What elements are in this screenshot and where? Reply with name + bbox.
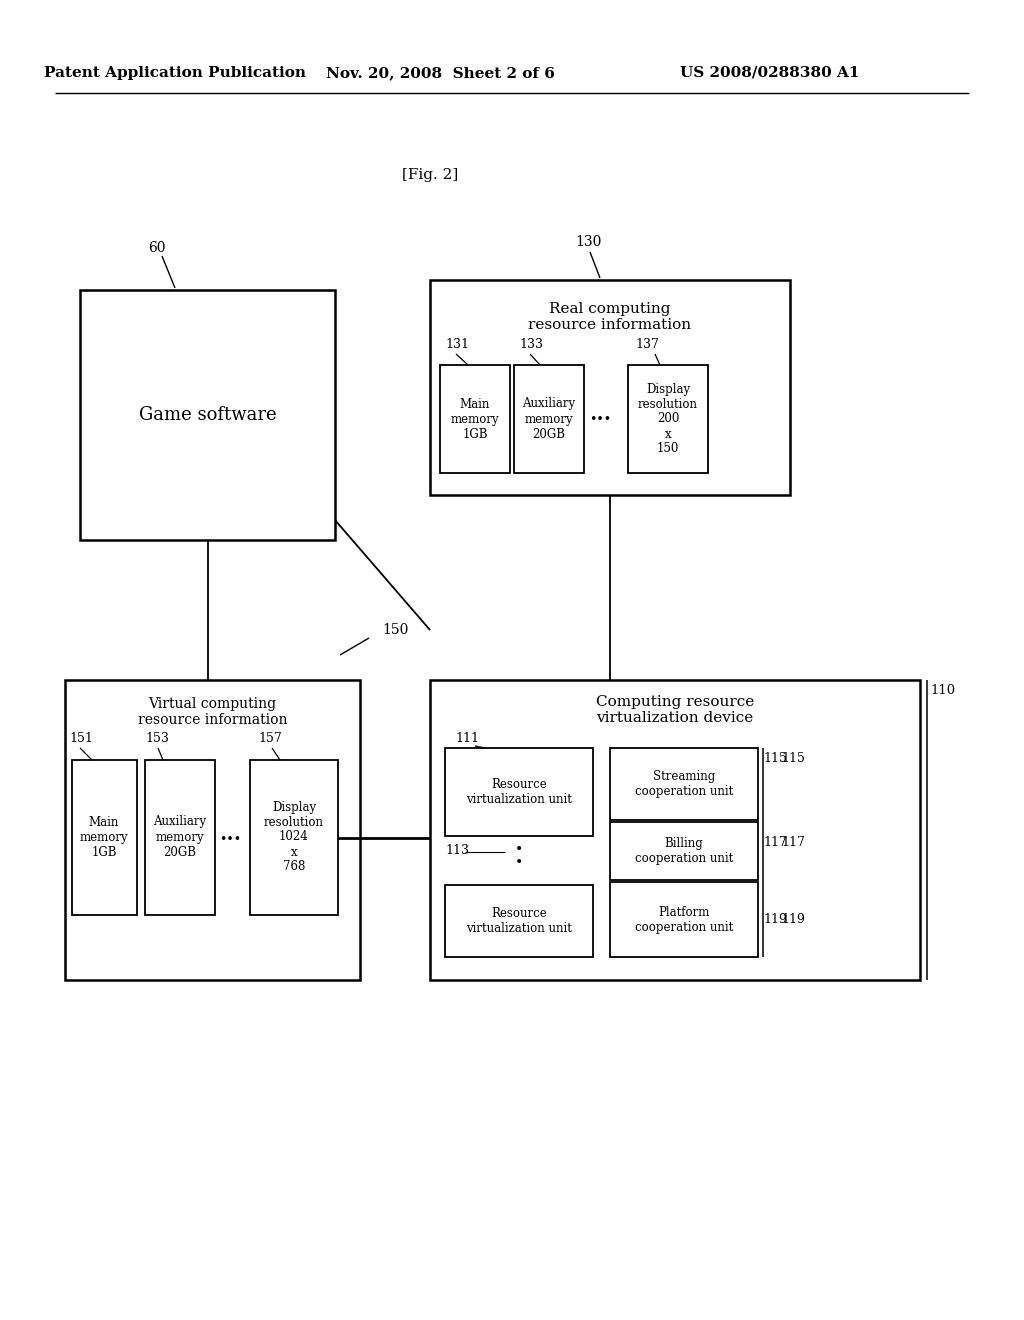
Text: •••: ••• <box>589 412 611 425</box>
Text: Virtual computing
resource information: Virtual computing resource information <box>138 697 288 727</box>
Text: Main
memory
1GB: Main memory 1GB <box>80 816 128 858</box>
Text: 157: 157 <box>258 731 282 744</box>
Bar <box>628 366 708 473</box>
Text: US 2008/0288380 A1: US 2008/0288380 A1 <box>680 66 860 81</box>
Bar <box>250 760 338 915</box>
Text: 110: 110 <box>930 684 955 697</box>
Text: Game software: Game software <box>138 407 276 424</box>
Text: 153: 153 <box>145 731 169 744</box>
Text: Display
resolution
200
x
150: Display resolution 200 x 150 <box>638 383 698 455</box>
Bar <box>445 884 593 957</box>
Bar <box>80 290 335 540</box>
Bar <box>514 366 584 473</box>
Bar <box>610 822 758 880</box>
Text: 60: 60 <box>148 242 166 255</box>
Text: Nov. 20, 2008  Sheet 2 of 6: Nov. 20, 2008 Sheet 2 of 6 <box>326 66 554 81</box>
Text: 115: 115 <box>781 751 805 764</box>
Bar <box>72 760 137 915</box>
Text: 150: 150 <box>382 623 409 638</box>
Text: 133: 133 <box>519 338 543 351</box>
Bar <box>610 748 758 820</box>
Text: Patent Application Publication: Patent Application Publication <box>44 66 306 81</box>
Text: 117: 117 <box>781 836 805 849</box>
Bar <box>445 748 593 836</box>
Text: Real computing
resource information: Real computing resource information <box>528 302 691 333</box>
Bar <box>440 366 510 473</box>
Text: Billing
cooperation unit: Billing cooperation unit <box>635 837 733 865</box>
Bar <box>145 760 215 915</box>
Text: Auxiliary
memory
20GB: Auxiliary memory 20GB <box>522 397 575 441</box>
Bar <box>430 280 790 495</box>
Text: Resource
virtualization unit: Resource virtualization unit <box>466 907 572 935</box>
Text: 111: 111 <box>455 731 479 744</box>
Text: •: • <box>515 855 523 870</box>
Text: 119: 119 <box>763 913 786 927</box>
Text: Auxiliary
memory
20GB: Auxiliary memory 20GB <box>154 816 207 858</box>
Bar <box>430 680 920 979</box>
Text: Display
resolution
1024
x
768: Display resolution 1024 x 768 <box>264 800 324 874</box>
Text: 137: 137 <box>635 338 658 351</box>
Text: 151: 151 <box>69 731 93 744</box>
Text: Main
memory
1GB: Main memory 1GB <box>451 397 500 441</box>
Text: Streaming
cooperation unit: Streaming cooperation unit <box>635 770 733 799</box>
Text: 119: 119 <box>781 913 805 927</box>
Text: •••: ••• <box>219 833 241 846</box>
Text: •: • <box>515 843 523 857</box>
Text: Computing resource
virtualization device: Computing resource virtualization device <box>596 694 754 725</box>
Text: 113: 113 <box>445 843 469 857</box>
Bar <box>610 882 758 957</box>
Text: 131: 131 <box>445 338 469 351</box>
Text: 115: 115 <box>763 751 786 764</box>
Text: 117: 117 <box>763 836 786 849</box>
Bar <box>65 680 360 979</box>
Text: Resource
virtualization unit: Resource virtualization unit <box>466 777 572 807</box>
Text: 130: 130 <box>575 235 601 249</box>
Text: Platform
cooperation unit: Platform cooperation unit <box>635 906 733 933</box>
Text: [Fig. 2]: [Fig. 2] <box>401 168 458 182</box>
